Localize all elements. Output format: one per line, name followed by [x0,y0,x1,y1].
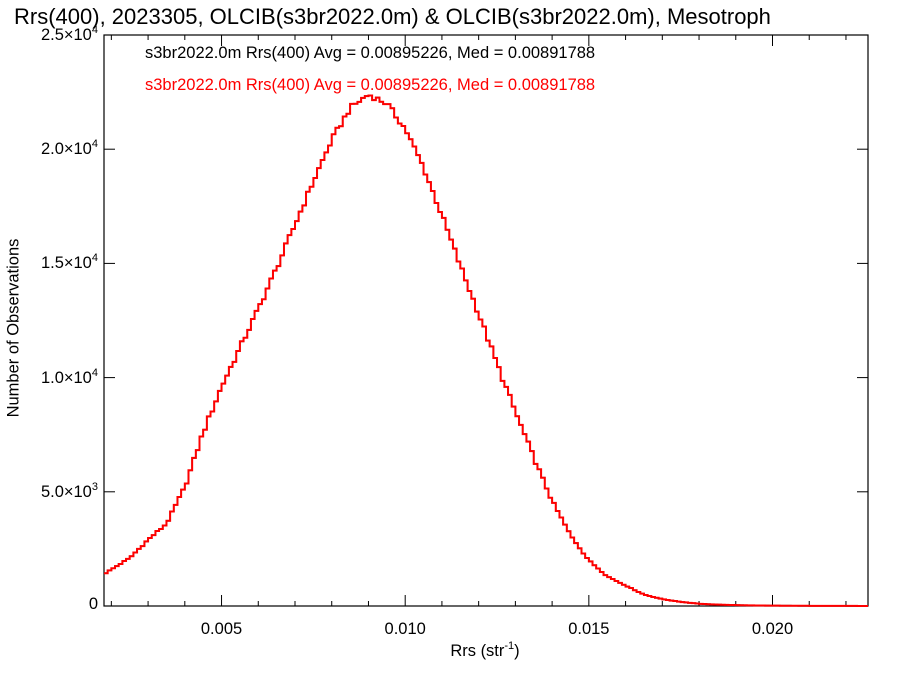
x-axis-label-suffix: ) [514,642,520,660]
axis-ticks [104,34,868,607]
x-tick-label: 0.015 [568,620,610,638]
y-tick-label-text: 2.0×10 [40,140,92,159]
y-tick-label: 5.0×103 [41,481,98,502]
y-tick-label-exponent: 4 [91,252,98,265]
x-axis-label-text: Rrs (str [450,642,505,660]
series-layer [104,94,868,607]
y-tick-label-text: 2.5×10 [40,26,92,44]
y-tick-label-text: 1.5×10 [40,254,92,273]
y-tick-label-text: 0 [88,595,98,613]
histogram-series-black [104,94,868,607]
legend-entry-black: s3br2022.0m Rrs(400) Avg = 0.00895226, M… [145,44,596,62]
y-tick-label: 1.0×104 [41,367,98,388]
y-axis-label: Number of Observations [4,238,23,418]
y-tick-label: 1.5×104 [41,252,98,273]
legend-entry-red: s3br2022.0m Rrs(400) Avg = 0.00895226, M… [145,76,596,94]
y-tick-label-text: 1.0×10 [40,368,92,387]
chart-title: Rrs(400), 2023305, OLCIB(s3br2022.0m) & … [14,4,771,29]
x-axis-label: Rrs (str-1) [450,640,519,661]
y-tick-label: 2.5×104 [41,24,98,45]
plot-frame [103,34,869,607]
x-tick-label: 0.010 [384,620,426,638]
y-tick-label-exponent: 4 [91,138,98,151]
y-tick-label-exponent: 4 [91,366,98,379]
y-tick-label: 2.0×104 [41,138,98,159]
x-tick-label: 0.020 [751,620,794,638]
y-tick-label-exponent: 3 [91,480,98,493]
y-tick-label-text: 5.0×10 [40,482,92,501]
y-tick-label: 0 [89,595,98,614]
y-tick-label-exponent: 4 [91,24,98,36]
histogram-series-red [104,94,868,607]
x-axis-label-exponent: -1 [504,640,515,652]
x-tick-label: 0.005 [200,620,243,638]
